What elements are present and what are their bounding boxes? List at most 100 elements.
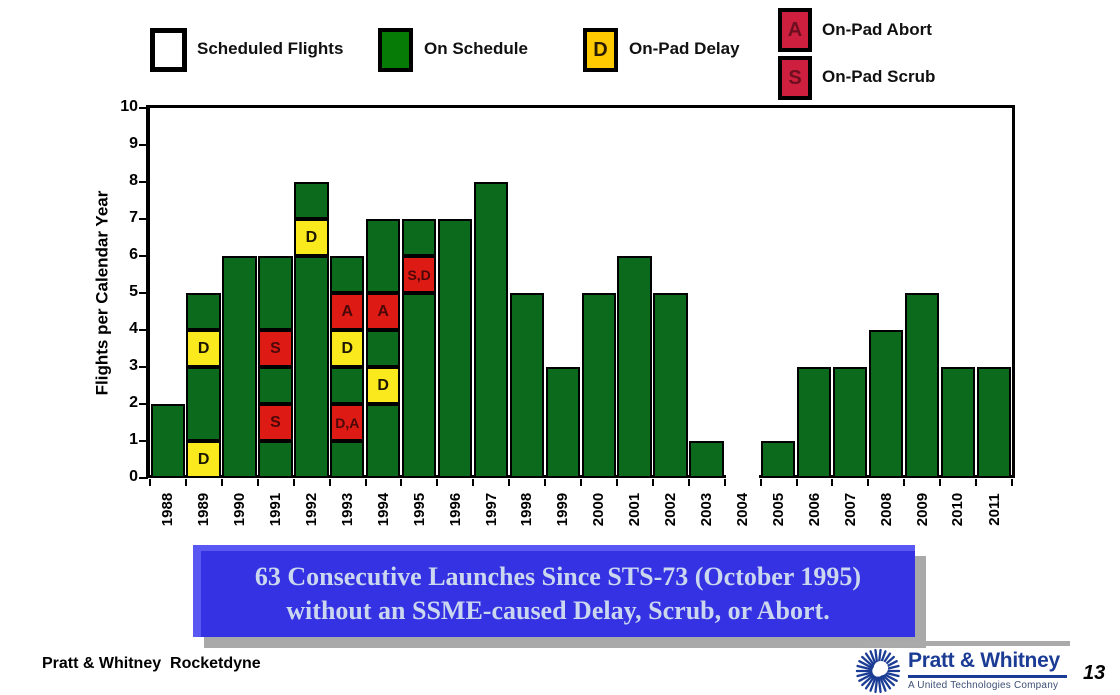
year-text: 1994	[374, 492, 392, 526]
x-axis-year-label: 1999	[545, 483, 581, 535]
y-axis-tick	[139, 403, 148, 405]
x-axis-year-label: 1992	[294, 483, 330, 535]
y-axis-tick-label: 9	[129, 135, 138, 152]
bar-segment-label: D,A	[335, 414, 360, 431]
bar-segment-label: S	[270, 339, 281, 357]
bar-segment-2001-green	[617, 256, 652, 478]
legend-label-on-pad-abort: On-Pad Abort	[822, 20, 932, 39]
x-axis-tick	[867, 479, 870, 486]
bar-segment-1994-yellow: D	[366, 367, 401, 404]
year-text: 2007	[841, 492, 859, 526]
x-axis-tick	[184, 479, 187, 486]
x-axis-tick	[939, 479, 942, 486]
y-axis-tick	[139, 107, 148, 109]
x-axis-tick	[651, 479, 654, 486]
x-axis-tick	[256, 479, 259, 486]
bar-segment-1989-green	[186, 293, 221, 330]
x-axis-tick	[903, 479, 906, 486]
x-axis-tick	[149, 479, 151, 486]
x-axis-year-label: 2003	[689, 483, 725, 535]
x-axis-tick	[364, 479, 367, 486]
page-number: 13	[1083, 662, 1106, 684]
y-axis-tick	[139, 477, 148, 479]
y-axis-tick-label: 0	[129, 468, 138, 485]
legend-swatch-on-pad-abort: A	[778, 8, 812, 52]
bar-segment-label: D	[197, 450, 210, 468]
x-axis-year-label: 1993	[330, 483, 366, 535]
x-axis-year-label: 2000	[581, 483, 617, 535]
bar-segment-2008-green	[868, 330, 904, 478]
bar-segment-1992-green	[294, 182, 329, 219]
year-text: 2008	[877, 492, 895, 526]
bar-segment-1989-yellow: D	[186, 441, 221, 478]
bar-segment-2010-green	[940, 367, 976, 478]
x-axis-tick	[472, 479, 475, 486]
x-axis-year-label: 2010	[940, 483, 976, 535]
bar-segment-2002-green	[653, 293, 688, 478]
x-axis-tick	[436, 479, 439, 486]
y-axis-tick	[139, 366, 148, 368]
y-axis-tick-label: 3	[129, 357, 138, 374]
bar-segment-1991-red: S	[258, 404, 293, 441]
bar-segment-1993-green	[330, 367, 365, 404]
x-axis-year-label: 1997	[473, 483, 509, 535]
bar-segment-1993-yellow: D	[330, 330, 365, 367]
logo-area-divider	[858, 641, 1070, 646]
legend-swatch-letter: S	[788, 66, 802, 89]
x-axis-year-label: 2005	[761, 483, 797, 535]
y-axis-tick	[139, 181, 148, 183]
bar-segment-1992-green	[294, 256, 329, 478]
y-axis-tick	[139, 292, 148, 294]
bar-segment-1989-green	[186, 367, 221, 441]
x-axis-year-label: 1989	[186, 483, 222, 535]
pratt-whitney-wordmark: Pratt & Whitney	[908, 649, 1060, 672]
banner-line-1: 63 Consecutive Launches Since STS-73 (Oc…	[254, 562, 862, 591]
legend-swatch-on-pad-scrub: S	[778, 56, 812, 100]
legend-swatch-letter: D	[593, 38, 608, 61]
bar-segment-1991-green	[258, 367, 293, 404]
x-axis-tick	[615, 479, 618, 486]
bar-segment-1991-green	[258, 441, 293, 478]
legend-label-on-pad-scrub: On-Pad Scrub	[822, 67, 936, 86]
footer-company-text: Pratt & Whitney Rocketdyne	[42, 655, 261, 672]
x-axis-year-label: 1988	[150, 483, 186, 535]
bar-segment-1993-red: A	[330, 293, 365, 330]
year-text: 1991	[267, 492, 285, 526]
x-axis-tick	[400, 479, 403, 486]
year-text: 2001	[626, 492, 644, 526]
legend-label-scheduled-flights: Scheduled Flights	[197, 39, 344, 58]
x-axis-year-label: 1991	[258, 483, 294, 535]
x-axis-tick	[544, 479, 547, 486]
x-axis-tick	[687, 479, 690, 486]
x-axis-tick	[328, 479, 331, 486]
y-axis-tick-label: 7	[129, 209, 138, 226]
legend-label-on-pad-delay: On-Pad Delay	[629, 39, 740, 58]
year-text: 1998	[518, 492, 536, 526]
x-axis-year-label: 2004	[725, 483, 761, 535]
x-axis-tick	[1011, 479, 1013, 486]
y-axis-tick	[139, 218, 148, 220]
y-axis-tick-label: 5	[129, 283, 138, 300]
year-text: 2002	[662, 492, 680, 526]
x-axis-year-label: 1995	[401, 483, 437, 535]
year-text: 2005	[770, 492, 788, 526]
bar-segment-label: A	[341, 302, 354, 320]
axis-gap-2004	[726, 474, 760, 480]
x-axis-year-label: 1990	[222, 483, 258, 535]
x-axis-tick	[292, 479, 295, 486]
x-axis-year-label: 1996	[437, 483, 473, 535]
x-axis-tick	[975, 479, 978, 486]
bar-segment-label: D	[305, 228, 318, 246]
x-axis-year-label: 2002	[653, 483, 689, 535]
y-axis-tick-label: 2	[129, 394, 138, 411]
bar-segment-1993-red: D,A	[330, 404, 365, 441]
y-axis-tick	[139, 144, 148, 146]
bar-segment-2007-green	[832, 367, 868, 478]
x-axis-tick	[795, 479, 798, 486]
bar-segment-1995-green	[401, 219, 437, 256]
bar-segment-2000-green	[581, 293, 616, 478]
bar-segment-label: D	[377, 376, 389, 394]
year-text: 1990	[231, 492, 249, 526]
y-axis-tick-label: 4	[129, 320, 138, 337]
year-text: 2000	[590, 492, 608, 526]
